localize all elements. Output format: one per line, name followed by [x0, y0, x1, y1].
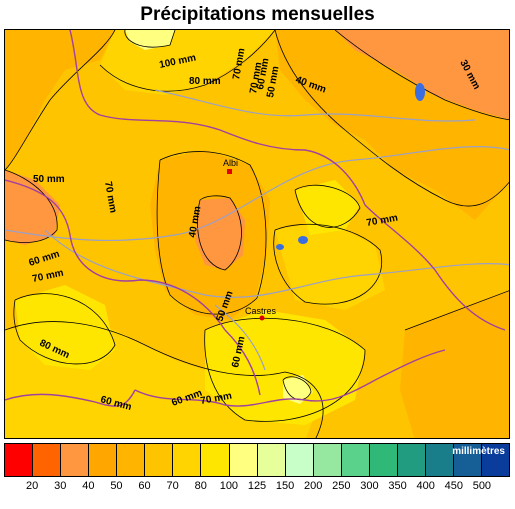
legend-tick-label: 40 — [82, 480, 95, 492]
contour-label: 60 mm — [255, 57, 271, 90]
legend-tick-label: 30 — [54, 480, 67, 492]
legend-swatch — [117, 444, 146, 476]
legend-swatch — [285, 444, 314, 476]
legend-tick-label: 100 — [219, 480, 239, 492]
legend-swatch — [145, 444, 174, 476]
contour-lines — [5, 30, 509, 438]
legend-tick-label: 60 — [138, 480, 151, 492]
legend-swatch — [61, 444, 90, 476]
legend-tick-label: 125 — [247, 480, 267, 492]
river — [44, 229, 509, 298]
river — [154, 89, 476, 122]
department-border — [224, 329, 261, 396]
contour-label: 70 mm — [366, 213, 399, 229]
legend-tick-label: 300 — [360, 480, 379, 492]
contour-line — [404, 290, 509, 331]
legend-swatch — [89, 444, 118, 476]
contour-line — [282, 376, 312, 401]
zone-50-60-southeast — [400, 290, 509, 438]
legend-swatch — [454, 444, 483, 476]
map-title: Précipitations mensuelles — [140, 4, 375, 25]
department-border — [364, 204, 506, 331]
zone-80-100-center — [295, 180, 360, 235]
contour-line — [5, 30, 116, 171]
legend-swatch — [33, 444, 62, 476]
legend-swatch — [369, 444, 398, 476]
legend-swatch — [257, 444, 286, 476]
legend-swatch — [313, 444, 342, 476]
legend-tick-label: 70 — [166, 480, 179, 492]
borders — [5, 30, 506, 407]
contour-line — [99, 30, 276, 92]
contour-label: 70 mm — [200, 391, 233, 407]
legend-swatch — [201, 444, 230, 476]
department-border — [5, 389, 136, 407]
contour-line — [204, 317, 366, 422]
zone-50-60-west — [5, 30, 115, 170]
zone-lt40-east — [335, 30, 509, 120]
contour-label: 70 mm — [102, 181, 118, 214]
legend-tick-label: 50 — [110, 480, 123, 492]
contour-line — [156, 151, 267, 315]
precipitation-map: Albi Castres 100 mm 80 mm 70 mm 60 mm 50… — [4, 29, 510, 439]
city-label-castres: Castres — [245, 306, 277, 316]
department-border — [69, 30, 366, 206]
contour-line — [197, 195, 242, 271]
legend-tick-label: 250 — [332, 480, 351, 492]
contour-line — [5, 321, 324, 438]
legend-swatch — [425, 444, 454, 476]
legend-swatch — [397, 444, 426, 476]
contour-line — [274, 30, 509, 207]
contour-label: 70 mm — [248, 61, 264, 94]
legend-swatch — [229, 444, 258, 476]
contour-label: 80 mm — [189, 76, 221, 87]
zone-80-100-southwest — [15, 285, 115, 370]
legend-tick-label: 80 — [194, 480, 207, 492]
contour-label: 70 mm — [231, 47, 247, 80]
lake — [298, 236, 308, 244]
lake — [276, 244, 284, 250]
river — [5, 146, 509, 242]
color-legend — [4, 443, 510, 477]
contour-label: 50 mm — [33, 174, 65, 185]
contour-label: 40 mm — [187, 205, 203, 238]
legend-swatch — [482, 444, 510, 476]
zone-80-100-south — [205, 310, 365, 425]
city-marker-albi — [227, 169, 232, 174]
city-marker-castres — [259, 315, 265, 321]
legend-tick-label: 20 — [25, 480, 39, 492]
contour-line — [334, 30, 509, 121]
zone-lt40-west — [5, 170, 60, 245]
contour-line — [273, 223, 382, 305]
legend-swatch — [5, 444, 34, 476]
contour-line — [5, 169, 58, 243]
department-border — [134, 349, 446, 407]
lake — [415, 83, 425, 101]
legend-tick-label: 500 — [472, 480, 492, 492]
contour-line — [13, 293, 116, 365]
legend-tick-label: 150 — [275, 480, 295, 492]
legend-tick-label: 350 — [388, 480, 407, 492]
department-border — [5, 179, 226, 331]
contour-line — [294, 184, 361, 228]
rivers — [5, 89, 509, 371]
legend-tick-label: 200 — [304, 480, 323, 492]
legend-swatch — [173, 444, 202, 476]
legend-swatch — [341, 444, 370, 476]
contour-line — [124, 30, 176, 48]
legend-tick-label: 450 — [444, 480, 463, 492]
zone-lt40-central — [195, 198, 245, 270]
legend-unit-label: millimètres — [452, 446, 505, 457]
legend-tick-label: 400 — [416, 480, 435, 492]
river — [214, 304, 266, 371]
legend-ticks: 20 30 40 50 60 70 80 100 125 150 200 250 300 350 400 45… — [4, 480, 510, 496]
contour-label: 50 mm — [265, 65, 281, 98]
city-label-albi: Albi — [223, 158, 238, 168]
